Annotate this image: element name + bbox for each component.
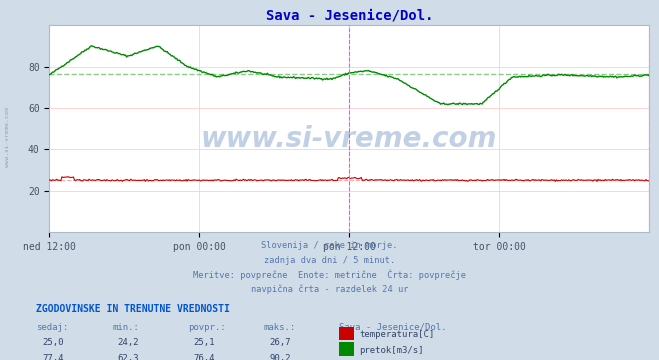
Text: min.:: min.: — [112, 323, 139, 332]
Text: povpr.:: povpr.: — [188, 323, 225, 332]
Text: ZGODOVINSKE IN TRENUTNE VREDNOSTI: ZGODOVINSKE IN TRENUTNE VREDNOSTI — [36, 304, 230, 314]
Text: sedaj:: sedaj: — [36, 323, 69, 332]
Text: pretok[m3/s]: pretok[m3/s] — [359, 346, 424, 355]
Text: 25,1: 25,1 — [194, 338, 215, 347]
Text: navpična črta - razdelek 24 ur: navpična črta - razdelek 24 ur — [251, 284, 408, 294]
Text: 26,7: 26,7 — [270, 338, 291, 347]
Text: 76,4: 76,4 — [194, 354, 215, 360]
Text: 62,3: 62,3 — [118, 354, 139, 360]
Text: maks.:: maks.: — [264, 323, 296, 332]
Title: Sava - Jesenice/Dol.: Sava - Jesenice/Dol. — [266, 9, 433, 23]
Text: www.si-vreme.com: www.si-vreme.com — [201, 125, 498, 153]
Text: Slovenija / reke in morje.: Slovenija / reke in morje. — [261, 241, 398, 250]
Text: 25,0: 25,0 — [42, 338, 63, 347]
Text: www.si-vreme.com: www.si-vreme.com — [5, 107, 11, 167]
Text: zadnja dva dni / 5 minut.: zadnja dva dni / 5 minut. — [264, 256, 395, 265]
Text: Sava - Jesenice/Dol.: Sava - Jesenice/Dol. — [339, 323, 447, 332]
Text: Meritve: povprečne  Enote: metrične  Črta: povprečje: Meritve: povprečne Enote: metrične Črta:… — [193, 270, 466, 280]
Text: temperatura[C]: temperatura[C] — [359, 330, 434, 339]
Text: 90,2: 90,2 — [270, 354, 291, 360]
Text: 24,2: 24,2 — [118, 338, 139, 347]
Text: 77,4: 77,4 — [42, 354, 63, 360]
